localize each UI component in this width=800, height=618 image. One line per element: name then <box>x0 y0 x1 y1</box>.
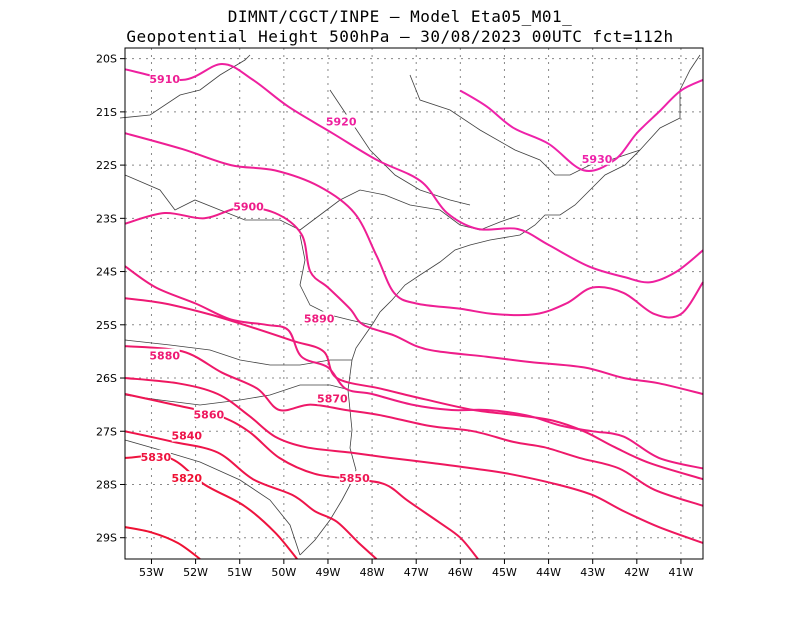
state-border-f <box>124 384 351 406</box>
grid-lines <box>125 48 703 559</box>
state-border-e <box>299 234 373 326</box>
state-border-b <box>124 174 521 231</box>
y-tick-label: 23S <box>96 212 117 225</box>
coastline-path <box>299 54 701 556</box>
x-tick-label: 42W <box>624 566 649 579</box>
y-tick-label: 21S <box>96 106 117 119</box>
contour-label-5820: 5820 <box>171 472 202 485</box>
contour-label-5900: 5900 <box>233 201 264 214</box>
y-tick-label: 24S <box>96 266 117 279</box>
contour-5830 <box>124 454 298 560</box>
title-line-1: DIMNT/CGCT/INPE – Model Eta05_M01_ <box>227 7 573 26</box>
contour-label-5870: 5870 <box>317 392 348 405</box>
contour-5930 <box>459 78 704 172</box>
contour-label-bg <box>193 407 224 421</box>
y-tick-label: 25S <box>96 319 117 332</box>
y-tick-label: 27S <box>96 425 117 438</box>
x-tick-label: 48W <box>360 566 385 579</box>
contour-label-bg <box>171 428 202 442</box>
contour-label-5920: 5920 <box>326 116 357 129</box>
contour-5870 <box>124 345 704 507</box>
y-tick-label: 26S <box>96 372 117 385</box>
x-tick-label: 47W <box>404 566 429 579</box>
x-tick-label: 46W <box>448 566 473 579</box>
x-tick-label: 41W <box>669 566 694 579</box>
y-tick-label: 28S <box>96 478 117 491</box>
y-tick-label: 29S <box>96 532 117 545</box>
contour-5820 <box>124 526 201 560</box>
contour-label-bg <box>304 311 335 325</box>
contour-5880 <box>124 297 704 481</box>
x-tick-label: 53W <box>139 566 164 579</box>
state-border-a <box>119 54 251 119</box>
x-tick-label: 52W <box>183 566 208 579</box>
contour-label-bg <box>326 114 357 128</box>
contour-label-bg <box>317 391 348 405</box>
x-tick-label: 43W <box>580 566 605 579</box>
contour-labels: 5820 5830 5840 5850 5860 5870 5880 5890 5900 5910… <box>140 71 613 485</box>
contour-label-5860: 5860 <box>194 408 225 421</box>
y-tick-label: 20S <box>96 53 117 66</box>
coastline-borders <box>119 54 701 556</box>
contour-label-5890: 5890 <box>304 312 335 325</box>
contour-5910 <box>124 132 704 319</box>
contour-label-bg <box>582 151 613 165</box>
contour-label-bg <box>233 199 264 213</box>
x-tick-label: 45W <box>492 566 517 579</box>
contour-5860 <box>124 377 704 544</box>
title-line-2: Geopotential Height 500hPa – 30/08/2023 … <box>126 27 674 46</box>
contour-5840 <box>124 430 378 560</box>
latitude-axis: 20S 21S 22S 23S 24S 25S 26S 27S 28S 29S <box>96 53 125 545</box>
contour-5890 <box>124 265 704 470</box>
contour-label-bg <box>149 71 180 85</box>
contour-5920 <box>124 63 704 284</box>
longitude-axis: 53W 52W 51W 50W 49W 48W 47W 46W 45W 44W 43W 42W 41W <box>139 559 693 579</box>
y-tick-label: 22S <box>96 159 117 172</box>
x-tick-label: 44W <box>536 566 561 579</box>
contour-label-5850: 5850 <box>339 472 370 485</box>
contour-label-bg <box>149 348 180 362</box>
contour-label-bg <box>339 471 370 485</box>
contour-label-5910: 5910 <box>149 73 180 86</box>
contour-label-bg <box>140 449 171 463</box>
x-tick-label: 50W <box>271 566 296 579</box>
contour-label-5840: 5840 <box>171 430 202 443</box>
contour-label-5830: 5830 <box>141 451 172 464</box>
contour-label-bg <box>171 471 202 485</box>
state-border-h <box>124 339 352 366</box>
x-tick-label: 49W <box>316 566 341 579</box>
state-border-c <box>329 89 471 206</box>
x-tick-label: 51W <box>227 566 252 579</box>
contour-label-5930: 5930 <box>582 153 613 166</box>
contour-label-5880: 5880 <box>149 350 180 363</box>
plot-frame <box>124 47 704 560</box>
